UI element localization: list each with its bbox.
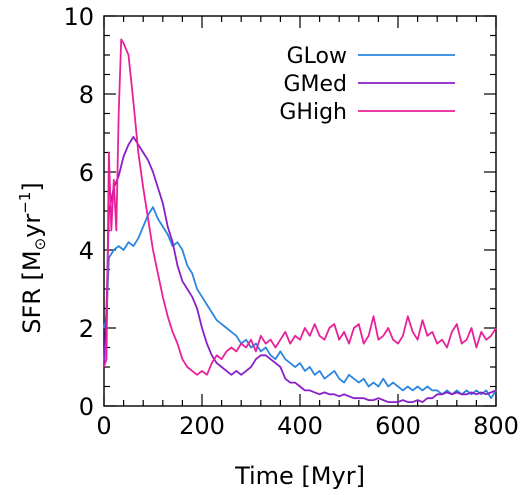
y-tick-label: 2 (79, 315, 94, 343)
series-line-glow (103, 206, 497, 400)
x-tick-label: 800 (473, 412, 519, 440)
legend-label-ghigh: GHigh (279, 100, 347, 125)
y-tick-label: 8 (79, 81, 94, 109)
y-axis-label-unit: yr (18, 214, 46, 238)
y-axis-label-sun-symbol: ⊙ (31, 238, 49, 251)
x-tick-label: 400 (277, 412, 323, 440)
plot-axes: 0 200 400 600 800 0 2 4 6 8 10 (63, 3, 518, 440)
legend: GLow GMed GHigh (279, 44, 455, 125)
x-tick-label: 0 (96, 412, 111, 440)
series-line-gmed (103, 135, 497, 404)
y-axis-label-main: SFR [M (18, 250, 46, 333)
y-tick-label: 10 (63, 3, 94, 31)
series-line-ghigh (103, 38, 497, 376)
legend-label-gmed: GMed (283, 72, 347, 97)
y-axis-label-exponent: −1 (16, 192, 34, 214)
legend-label-glow: GLow (287, 44, 347, 69)
y-tick-label: 0 (79, 393, 94, 421)
series-layer (103, 38, 497, 404)
y-tick-label: 6 (79, 159, 94, 187)
y-axis-label: SFR [M⊙yr−1] (16, 182, 49, 334)
x-tick-label: 600 (375, 412, 421, 440)
x-tick-label: 200 (179, 412, 225, 440)
y-axis-label-close: ] (18, 182, 46, 191)
y-tick-label: 4 (79, 237, 94, 265)
x-axis-label: Time [Myr] (234, 462, 365, 490)
